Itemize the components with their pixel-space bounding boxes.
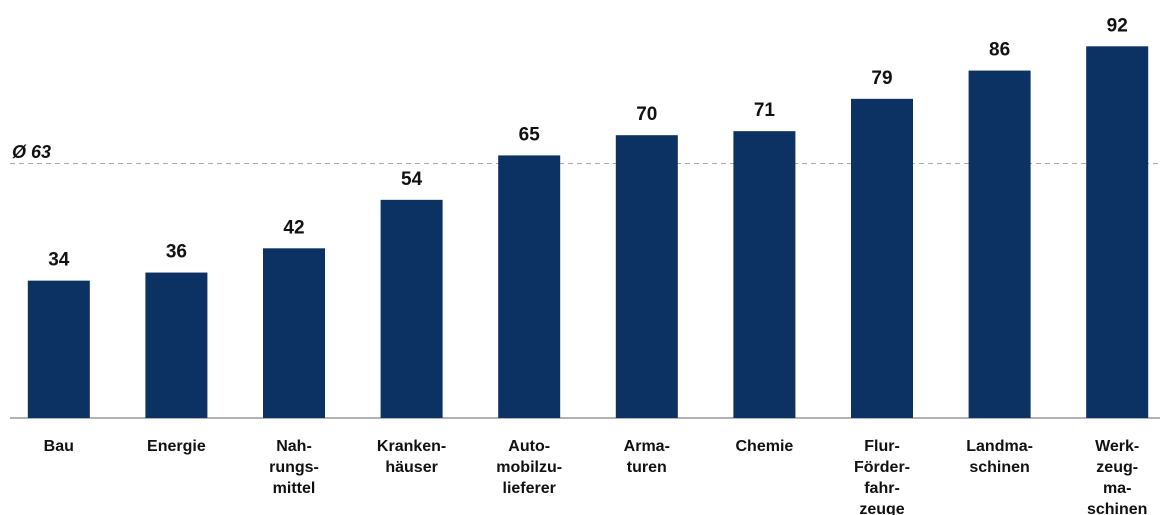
value-label: 79	[871, 68, 892, 89]
x-tick-label: Flur- Förder- fahr- zeuge	[854, 438, 910, 515]
x-tick-label: Bau	[43, 438, 74, 455]
x-tick-label: Werk- zeug- ma- schinen	[1086, 438, 1148, 515]
bar	[498, 155, 561, 418]
value-label: 65	[519, 124, 541, 145]
value-label: 71	[754, 100, 776, 121]
x-tick-label: Kranken- häuser	[376, 438, 447, 476]
x-tick-label: Auto- mobilzu- lieferer	[496, 438, 563, 497]
bar	[1086, 46, 1149, 418]
value-label: 36	[166, 242, 187, 263]
x-tick-label: Arma- turen	[623, 438, 670, 476]
value-label: 86	[989, 40, 1010, 61]
bar	[380, 199, 443, 418]
bar	[263, 248, 325, 418]
bar	[851, 98, 913, 418]
x-tick-label: Nah- rungs- mittel	[269, 438, 319, 497]
bar	[733, 131, 796, 418]
value-label: 70	[636, 104, 657, 125]
value-label: 34	[48, 250, 70, 271]
value-label: 54	[401, 169, 423, 190]
x-tick-label: Energie	[147, 438, 206, 455]
bar	[615, 135, 678, 418]
value-label: 92	[1107, 15, 1128, 36]
x-tick-label: Landma- schinen	[966, 438, 1033, 476]
value-label: 42	[283, 217, 304, 238]
x-tick-label: Chemie	[735, 438, 794, 455]
bar	[968, 70, 1031, 418]
bar	[145, 272, 208, 418]
bar	[27, 280, 90, 418]
average-label: Ø 63	[12, 142, 51, 162]
